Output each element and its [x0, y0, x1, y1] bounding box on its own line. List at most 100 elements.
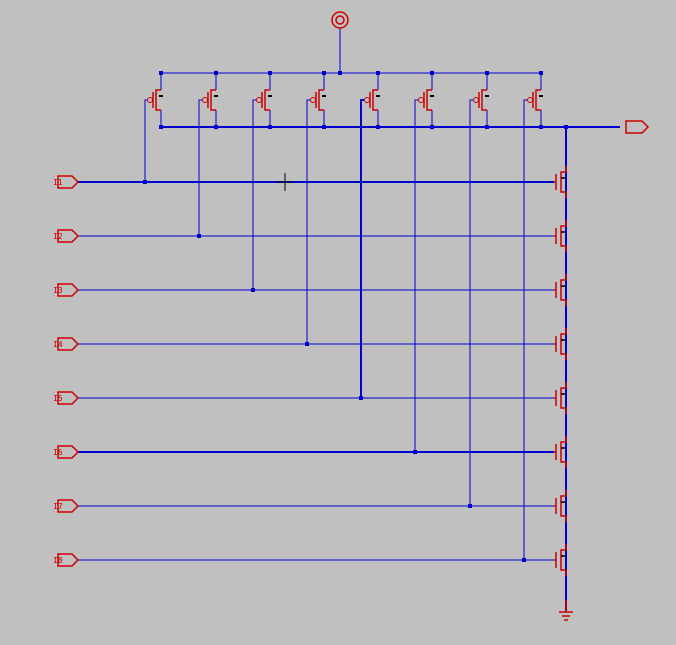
junction-dot [143, 180, 147, 184]
vdd-inner-ring [335, 15, 345, 25]
gate-wire[interactable] [523, 99, 527, 560]
pmos-channel [264, 89, 270, 111]
gate-wire[interactable] [306, 99, 310, 344]
input-label-1: I1 [53, 178, 63, 187]
output-pin-icon[interactable] [625, 120, 650, 134]
nmos-channel [560, 166, 567, 198]
nmos-channel [560, 220, 567, 252]
pmos-bubble [202, 97, 208, 103]
junction-dot [159, 125, 163, 129]
nmos-transistor[interactable] [554, 382, 567, 414]
pmos-channel [372, 89, 378, 111]
junction-dot [539, 71, 543, 75]
pmos-channel [155, 89, 161, 111]
input-pin-icon[interactable] [57, 553, 80, 567]
pmos-channel [426, 89, 432, 111]
input-pin-body [57, 283, 80, 297]
nmos-channel [560, 436, 567, 468]
junction-dot [322, 71, 326, 75]
junction-dot [485, 71, 489, 75]
gate-wire[interactable] [360, 99, 364, 398]
junction-dot [539, 125, 543, 129]
nmos-transistor[interactable] [554, 220, 567, 252]
gate-wire[interactable] [414, 99, 418, 452]
input-label-4: I4 [53, 340, 63, 349]
junction-dot [214, 71, 218, 75]
input-pin-icon[interactable] [57, 175, 80, 189]
junction-dot [159, 71, 163, 75]
pmos-transistor[interactable] [310, 89, 327, 111]
pmos-transistor[interactable] [418, 89, 435, 111]
input-pin-icon[interactable] [57, 337, 80, 351]
input-label-2: I2 [53, 232, 63, 241]
input-label-8: I8 [53, 556, 63, 565]
input-pin-body [57, 337, 80, 351]
junction-dot [338, 71, 342, 75]
input-pin-icon[interactable] [57, 499, 80, 513]
input-pin-body [57, 391, 80, 405]
input-label-7: I7 [53, 502, 63, 511]
junction-dot [430, 125, 434, 129]
nmos-transistor[interactable] [554, 436, 567, 468]
junction-dot [268, 125, 272, 129]
gate-wire[interactable] [144, 99, 147, 182]
pmos-transistor[interactable] [364, 89, 381, 111]
crosshair-cursor-icon [276, 173, 294, 191]
junction-dot [468, 504, 472, 508]
junction-dot [522, 558, 526, 562]
nmos-channel [560, 328, 567, 360]
pmos-bubble [527, 97, 533, 103]
input-pin-icon[interactable] [57, 391, 80, 405]
nmos-channel [560, 382, 567, 414]
pmos-transistor[interactable] [527, 89, 544, 111]
input-pin-body [57, 229, 80, 243]
pmos-channel [535, 89, 541, 111]
input-pin-icon[interactable] [57, 445, 80, 459]
junction-dot [564, 125, 568, 129]
input-pin-body [57, 175, 80, 189]
junctions [143, 71, 568, 562]
input-label-3: I3 [53, 286, 63, 295]
input-pin-icon[interactable] [57, 283, 80, 297]
nmos-transistor[interactable] [554, 328, 567, 360]
pmos-bubble [310, 97, 316, 103]
gate-wire[interactable] [469, 99, 473, 506]
input-pin-icon[interactable] [57, 229, 80, 243]
pmos-bubble [473, 97, 479, 103]
vdd-circle-icon [331, 11, 349, 29]
junction-dot [413, 450, 417, 454]
nmos-channel [560, 490, 567, 522]
input-labels: I1 I2 I3 I4 I5 I6 I7 I8 [53, 178, 63, 565]
junction-dot [268, 71, 272, 75]
nmos-channel [560, 274, 567, 306]
nmos-transistor[interactable] [554, 166, 567, 198]
gate-wire[interactable] [252, 99, 256, 290]
junction-dot [376, 71, 380, 75]
nmos-transistor[interactable] [554, 490, 567, 522]
nmos-channel [560, 544, 567, 576]
junction-dot [214, 125, 218, 129]
gate-wire[interactable] [198, 99, 202, 236]
junction-dot [305, 342, 309, 346]
pmos-transistor[interactable] [256, 89, 273, 111]
pmos-bubble [147, 97, 153, 103]
pmos-transistor[interactable] [202, 89, 219, 111]
pmos-channel [318, 89, 324, 111]
input-pin-body [57, 445, 80, 459]
ground-icon [559, 600, 573, 621]
output-pin-body [625, 120, 650, 134]
pmos-channel [210, 89, 216, 111]
input-pin-body [57, 499, 80, 513]
pmos-transistor[interactable] [147, 89, 164, 111]
input-label-5: I5 [53, 394, 63, 403]
pmos-channel [481, 89, 487, 111]
nmos-transistor[interactable] [554, 274, 567, 306]
pmos-bubble [364, 97, 370, 103]
nmos-transistor[interactable] [554, 544, 567, 576]
junction-dot [197, 234, 201, 238]
pmos-transistor[interactable] [473, 89, 490, 111]
components [57, 11, 650, 621]
pmos-bubble [256, 97, 262, 103]
junction-dot [376, 125, 380, 129]
